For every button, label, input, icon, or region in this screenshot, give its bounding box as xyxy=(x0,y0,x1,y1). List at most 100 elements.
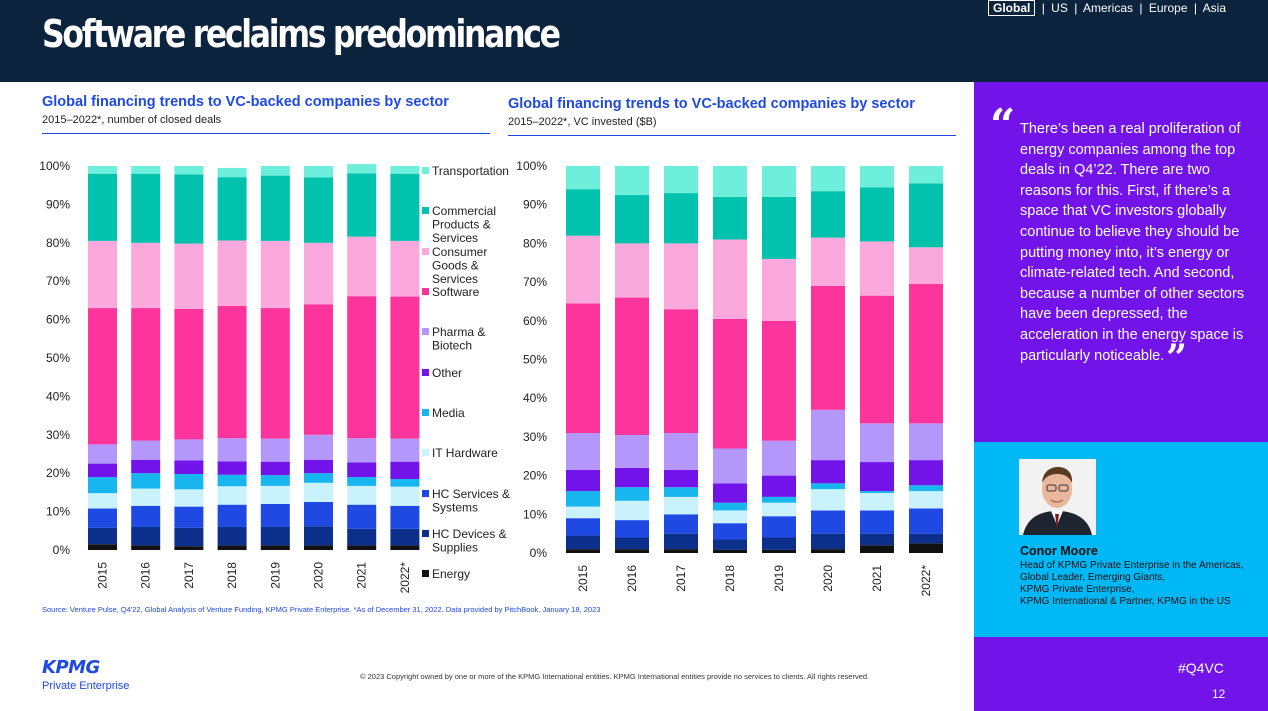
chart2-y-tick: 10% xyxy=(523,507,547,521)
chart2-title-rule xyxy=(508,135,956,136)
source-note: Source: Venture Pulse, Q4'22, Global Ana… xyxy=(42,605,601,614)
chart1-bar-pharma-biotech xyxy=(260,438,290,462)
chart2-bar-pharma-biotech xyxy=(860,423,894,463)
chart2-x-tick: 2021 xyxy=(870,565,884,592)
chart1-bar-hc-services-systems xyxy=(131,505,161,527)
chart2-bar-transportation xyxy=(566,166,600,190)
chart1-bar-software xyxy=(217,305,247,439)
chart1-bar-hc-devices-supplies xyxy=(88,527,117,545)
chart1-bar-hc-services-systems xyxy=(390,505,420,529)
legend-label-hc-devices-supplies: HC Devices & Supplies xyxy=(432,527,507,555)
chart2-bar-transportation xyxy=(909,166,943,184)
kpmg-logo: KPMG Private Enterprise xyxy=(42,657,129,692)
legend-label-media: Media xyxy=(432,406,465,420)
chart2-bar-other xyxy=(811,460,845,484)
chart2-y-tick: 70% xyxy=(523,275,547,289)
region-asia-link[interactable]: Asia xyxy=(1202,1,1226,15)
hashtag-label: #Q4VC xyxy=(1178,660,1224,676)
chart1-bar-media xyxy=(260,475,290,486)
quote-panel xyxy=(974,82,1268,442)
chart1-bar-media xyxy=(347,477,377,486)
chart1-bar-energy xyxy=(347,545,377,550)
chart1-bar-hc-devices-supplies xyxy=(174,527,204,547)
legend-swatch-it-hardware xyxy=(422,449,429,456)
chart1-bar-media xyxy=(390,478,420,487)
chart2-bar-software xyxy=(615,297,649,435)
separator: | xyxy=(1041,1,1045,15)
chart1-bar-hc-services-systems xyxy=(174,506,204,528)
chart1-bar-commercial-products-services xyxy=(347,173,377,237)
chart2-bar-commercial-products-services xyxy=(566,189,600,236)
chart1-bar-transportation xyxy=(347,164,377,174)
chart1-bar-it-hardware xyxy=(260,485,290,504)
chart1-y-tick: 90% xyxy=(46,197,70,211)
chart1-bar-transportation xyxy=(88,166,117,174)
chart2-y-tick: 40% xyxy=(523,391,547,405)
chart1-bar-hc-devices-supplies xyxy=(304,526,333,546)
chart2-bar-other xyxy=(909,460,943,486)
chart1-bar-energy xyxy=(217,545,247,550)
person-name: Conor Moore xyxy=(1020,544,1098,558)
chart1-bar-it-hardware xyxy=(217,486,247,505)
chart1-bar-pharma-biotech xyxy=(347,438,377,463)
chart1-bar-other xyxy=(390,461,420,479)
region-europe-link[interactable]: Europe xyxy=(1148,1,1188,15)
chart2-bar-hc-services-systems xyxy=(566,518,600,536)
chart1-y-tick: 40% xyxy=(46,389,70,403)
chart1-bar-pharma-biotech xyxy=(88,444,117,464)
chart1-bar-transportation xyxy=(390,166,420,174)
chart2-bar-hc-services-systems xyxy=(860,510,894,534)
chart1-bar-transportation xyxy=(260,166,290,176)
chart2-bar-pharma-biotech xyxy=(909,423,943,461)
chart2-bar-software xyxy=(909,284,943,424)
chart1-bar-software xyxy=(174,308,204,440)
chart2-bar-it-hardware xyxy=(566,506,600,519)
chart2-x-tick: 2022* xyxy=(919,565,933,597)
region-us-link[interactable]: US xyxy=(1051,1,1068,15)
chart2-bar-energy xyxy=(762,549,796,553)
open-quote-icon: “ xyxy=(990,100,1016,151)
chart1-subtitle: 2015–2022*, number of closed deals xyxy=(42,114,222,126)
chart2-bar-other xyxy=(713,483,747,503)
chart1-bar-transportation xyxy=(131,166,161,174)
chart2-bar-hc-devices-supplies xyxy=(860,533,894,546)
legend-swatch-other xyxy=(422,369,429,376)
chart1-bar-media xyxy=(174,473,204,490)
chart1-y-tick: 20% xyxy=(46,466,70,480)
chart2-bar-it-hardware xyxy=(811,489,845,511)
chart2-y-tick: 20% xyxy=(523,469,547,483)
chart1-bar-commercial-products-services xyxy=(131,173,161,243)
chart2-bar-pharma-biotech xyxy=(713,448,747,484)
chart2-bar-it-hardware xyxy=(909,491,943,509)
chart1-bar-commercial-products-services xyxy=(174,174,204,244)
chart1-bar-hc-services-systems xyxy=(217,504,247,527)
chart2-bar-transportation xyxy=(860,166,894,188)
chart2-bar-hc-services-systems xyxy=(811,510,845,534)
chart1-x-tick: 2020 xyxy=(312,562,326,589)
chart1-bar-energy xyxy=(260,545,290,550)
copyright-note: © 2023 Copyright owned by one or more of… xyxy=(360,672,870,681)
chart1-bar-other xyxy=(217,461,247,475)
separator: | xyxy=(1074,1,1078,15)
logo-wordmark: KPMG xyxy=(42,657,100,678)
close-quote-icon: ” xyxy=(1166,336,1187,379)
chart1-x-tick: 2017 xyxy=(182,562,196,589)
chart1-bar-hc-devices-supplies xyxy=(347,528,377,546)
chart2-bar-transportation xyxy=(713,166,747,197)
region-global-link[interactable]: Global xyxy=(988,0,1036,16)
chart1-bar-commercial-products-services xyxy=(88,173,117,241)
chart2-bar-other xyxy=(762,475,796,497)
chart1-bar-energy xyxy=(174,546,204,550)
region-americas-link[interactable]: Americas xyxy=(1082,1,1133,15)
chart1-bar-pharma-biotech xyxy=(174,439,204,461)
chart2-bar-software xyxy=(762,320,796,441)
chart1-bar-it-hardware xyxy=(347,485,377,505)
chart1-bar-other xyxy=(347,462,377,478)
quote-text: There’s been a real proliferation of ene… xyxy=(1020,121,1245,364)
chart1-bar-it-hardware xyxy=(304,482,333,502)
chart2-bar-it-hardware xyxy=(860,493,894,511)
chart2-bar-other xyxy=(860,462,894,492)
chart2-y-tick: 80% xyxy=(523,236,547,250)
chart1-bar-commercial-products-services xyxy=(390,173,420,241)
chart2-bar-hc-devices-supplies xyxy=(713,539,747,550)
